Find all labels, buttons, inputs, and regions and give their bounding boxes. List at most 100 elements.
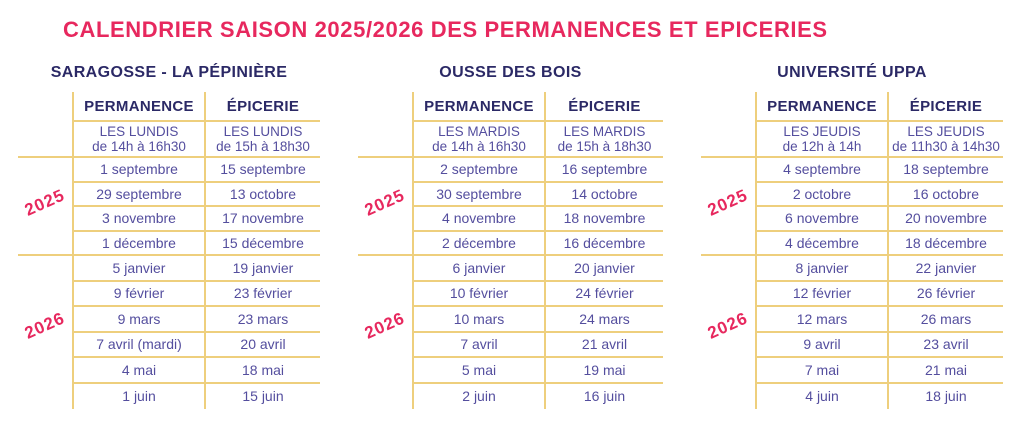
date-cell: 10 février xyxy=(412,281,544,307)
date-cell: 20 janvier xyxy=(544,256,663,282)
schedule-days: LES LUNDIS xyxy=(99,124,179,139)
schedule-cell-epicerie: LES LUNDIS de 15h à 18h30 xyxy=(204,122,320,158)
section-title-saragosse: SARAGOSSE - LA PÉPINIÈRE xyxy=(50,64,288,81)
schedule-cell-permanence: LES JEUDIS de 12h à 14h xyxy=(755,122,887,158)
spacer-cell xyxy=(701,122,755,158)
date-cell: 4 novembre xyxy=(412,207,544,232)
date-cell: 17 novembre xyxy=(204,207,320,232)
date-cell: 19 janvier xyxy=(204,256,320,282)
date-cell: 6 janvier xyxy=(412,256,544,282)
date-cell: 18 septembre xyxy=(887,158,1003,183)
date-cell: 12 février xyxy=(755,281,887,307)
schedule-cell-epicerie: LES MARDIS de 15h à 18h30 xyxy=(544,122,663,158)
page-title: CALENDRIER SAISON 2025/2026 DES PERMANEN… xyxy=(63,17,828,42)
date-cell: 6 novembre xyxy=(755,207,887,232)
date-cell: 9 mars xyxy=(72,307,204,333)
year-gutter-2026: 2026 xyxy=(358,256,412,409)
date-cell: 23 février xyxy=(204,281,320,307)
date-cell: 22 janvier xyxy=(887,256,1003,282)
date-cell: 10 mars xyxy=(412,307,544,333)
schedule-hours: de 14h à 16h30 xyxy=(432,139,526,154)
year-label-2025: 2025 xyxy=(361,185,408,220)
schedule-hours: de 11h30 à 14h30 xyxy=(892,139,1000,154)
date-cell: 16 octobre xyxy=(887,182,1003,207)
schedule-days: LES JEUDIS xyxy=(907,124,985,139)
date-cell: 9 février xyxy=(72,281,204,307)
year-gutter-2025: 2025 xyxy=(358,158,412,256)
schedule-hours: de 15h à 18h30 xyxy=(557,139,652,154)
date-cell: 23 mars xyxy=(204,307,320,333)
date-cell: 2 octobre xyxy=(755,182,887,207)
spacer-cell xyxy=(18,92,72,122)
date-cell: 2 septembre xyxy=(412,158,544,183)
spacer-cell xyxy=(18,122,72,158)
schedule-days: LES MARDIS xyxy=(438,124,520,139)
date-cell: 2 juin xyxy=(412,383,544,409)
date-cell: 1 septembre xyxy=(72,158,204,183)
date-cell: 8 janvier xyxy=(755,256,887,282)
date-cell: 7 mai xyxy=(755,358,887,384)
schedule-days: LES LUNDIS xyxy=(223,124,303,139)
calendar-table-ousse-des-bois: OUSSE DES BOIS PERMANENCE ÉPICERIE LES M… xyxy=(358,64,663,409)
date-cell: 20 novembre xyxy=(887,207,1003,232)
date-cell: 4 mai xyxy=(72,358,204,384)
date-cell: 29 septembre xyxy=(72,182,204,207)
date-cell: 23 avril xyxy=(887,332,1003,358)
column-header-epicerie: ÉPICERIE xyxy=(887,92,1003,122)
spacer-cell xyxy=(358,92,412,122)
schedule-days: LES MARDIS xyxy=(563,124,646,139)
year-label-2025: 2025 xyxy=(704,185,751,220)
section-title-universite-uppa: UNIVERSITÉ UPPA xyxy=(777,64,927,81)
date-cell: 18 juin xyxy=(887,383,1003,409)
date-cell: 7 avril (mardi) xyxy=(72,332,204,358)
date-cell: 7 avril xyxy=(412,332,544,358)
date-cell: 5 mai xyxy=(412,358,544,384)
year-gutter-2025: 2025 xyxy=(18,158,72,256)
date-cell: 26 mars xyxy=(887,307,1003,333)
date-cell: 26 février xyxy=(887,281,1003,307)
date-cell: 12 mars xyxy=(755,307,887,333)
column-header-permanence: PERMANENCE xyxy=(72,92,204,122)
date-cell: 19 mai xyxy=(544,358,663,384)
date-cell: 3 novembre xyxy=(72,207,204,232)
date-cell: 24 février xyxy=(544,281,663,307)
spacer-cell xyxy=(358,122,412,158)
column-header-permanence: PERMANENCE xyxy=(412,92,544,122)
schedule-cell-permanence: LES LUNDIS de 14h à 16h30 xyxy=(72,122,204,158)
date-cell: 1 juin xyxy=(72,383,204,409)
year-label-2026: 2026 xyxy=(21,307,68,343)
date-cell: 21 mai xyxy=(887,358,1003,384)
schedule-days: LES JEUDIS xyxy=(783,124,861,139)
date-cell: 18 novembre xyxy=(544,207,663,232)
year-label-2026: 2026 xyxy=(704,307,751,343)
date-cell: 21 avril xyxy=(544,332,663,358)
schedule-cell-permanence: LES MARDIS de 14h à 16h30 xyxy=(412,122,544,158)
date-cell: 9 avril xyxy=(755,332,887,358)
calendar-table-saragosse: SARAGOSSE - LA PÉPINIÈRE PERMANENCE ÉPIC… xyxy=(18,64,320,409)
date-cell: 15 juin xyxy=(204,383,320,409)
column-header-epicerie: ÉPICERIE xyxy=(544,92,663,122)
date-cell: 14 octobre xyxy=(544,182,663,207)
year-gutter-2025: 2025 xyxy=(701,158,755,256)
date-cell: 1 décembre xyxy=(72,231,204,256)
year-gutter-2026: 2026 xyxy=(701,256,755,409)
schedule-cell-epicerie: LES JEUDIS de 11h30 à 14h30 xyxy=(887,122,1003,158)
year-label-2026: 2026 xyxy=(361,307,408,343)
year-label-2025: 2025 xyxy=(21,185,68,220)
column-header-epicerie: ÉPICERIE xyxy=(204,92,320,122)
date-cell: 20 avril xyxy=(204,332,320,358)
date-cell: 30 septembre xyxy=(412,182,544,207)
date-cell: 13 octobre xyxy=(204,182,320,207)
year-gutter-2026: 2026 xyxy=(18,256,72,409)
date-cell: 16 septembre xyxy=(544,158,663,183)
date-cell: 15 décembre xyxy=(204,231,320,256)
schedule-hours: de 14h à 16h30 xyxy=(92,139,186,154)
section-title-ousse-des-bois: OUSSE DES BOIS xyxy=(439,64,582,81)
date-cell: 2 décembre xyxy=(412,231,544,256)
date-cell: 24 mars xyxy=(544,307,663,333)
date-cell: 5 janvier xyxy=(72,256,204,282)
date-cell: 4 septembre xyxy=(755,158,887,183)
date-cell: 18 décembre xyxy=(887,231,1003,256)
date-cell: 16 décembre xyxy=(544,231,663,256)
date-cell: 4 juin xyxy=(755,383,887,409)
